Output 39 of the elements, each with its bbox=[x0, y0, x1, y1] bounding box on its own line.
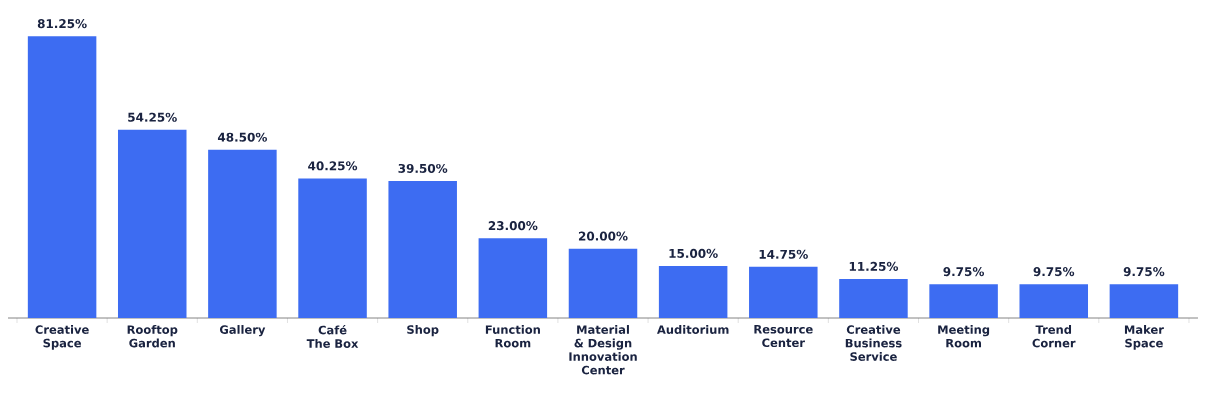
x-tick-label: Trend Corner bbox=[1032, 325, 1076, 348]
x-tick-label: Meeting Room bbox=[938, 325, 990, 348]
bar bbox=[298, 178, 367, 318]
bar bbox=[1019, 284, 1089, 318]
bar bbox=[749, 266, 818, 318]
x-tick-label: Creative Business Service bbox=[845, 325, 902, 361]
x-tick-label: Material & Design Innovation Center bbox=[569, 325, 637, 375]
data-label: 15.00% bbox=[669, 248, 718, 258]
x-tick-label: Gallery bbox=[219, 325, 266, 337]
data-label: 14.75% bbox=[759, 249, 808, 259]
data-label: 11.25% bbox=[849, 261, 899, 271]
data-label: 39.50% bbox=[398, 163, 448, 173]
bar bbox=[117, 129, 187, 318]
bar bbox=[478, 238, 548, 318]
data-label: 81.25% bbox=[37, 19, 87, 29]
x-tick-label: Rooftop Garden bbox=[127, 325, 178, 348]
bar bbox=[208, 149, 277, 318]
data-label: 40.25% bbox=[308, 161, 358, 171]
x-tick-label: Auditorium bbox=[656, 325, 729, 334]
data-label: 20.00% bbox=[578, 231, 628, 241]
x-tick-label: Function Room bbox=[485, 325, 540, 348]
data-label: 9.75% bbox=[1123, 267, 1165, 277]
bar bbox=[1109, 284, 1179, 318]
bar bbox=[839, 278, 908, 318]
data-label: 48.50% bbox=[217, 132, 268, 142]
bar bbox=[27, 36, 97, 318]
x-tick-label: Creative Space bbox=[35, 325, 89, 350]
data-label: 23.00% bbox=[488, 221, 538, 231]
x-tick-label: Café The Box bbox=[306, 325, 359, 348]
data-label: 54.25% bbox=[128, 112, 177, 122]
data-label: 9.75% bbox=[1033, 267, 1075, 277]
data-label: 9.75% bbox=[943, 267, 985, 277]
bar bbox=[388, 180, 457, 318]
bar bbox=[929, 284, 998, 318]
bar bbox=[658, 265, 728, 318]
bar bbox=[568, 248, 638, 318]
x-tick-label: Resource Center bbox=[754, 325, 813, 348]
x-tick-label: Shop bbox=[407, 325, 439, 337]
x-tick-label: Maker Space bbox=[1124, 325, 1164, 350]
